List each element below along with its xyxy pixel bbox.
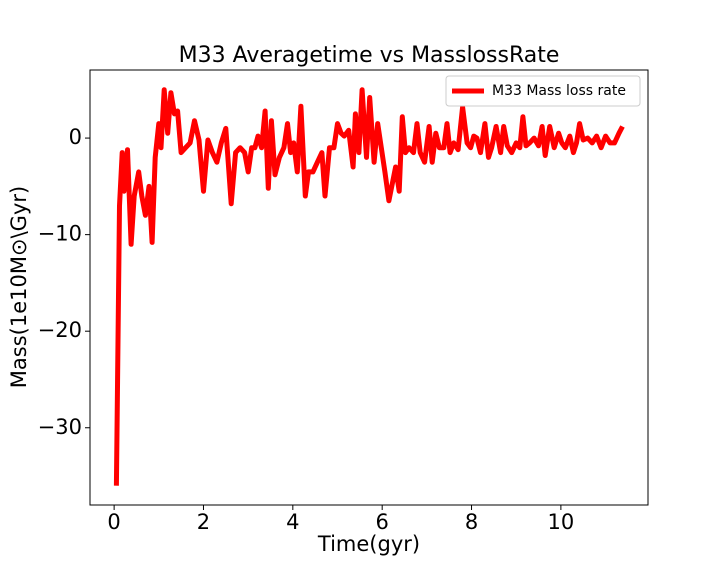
x-tick-label: 0 xyxy=(107,510,120,534)
y-tick-label: −10 xyxy=(38,222,82,246)
x-tick-label: 8 xyxy=(465,510,478,534)
x-tick-label: 2 xyxy=(197,510,210,534)
x-axis-label: Time(gyr) xyxy=(317,532,420,556)
chart-title: M33 Averagetime vs MasslossRate xyxy=(179,43,560,68)
data-line xyxy=(113,87,625,486)
x-tick-label: 6 xyxy=(375,510,388,534)
y-tick-label: 0 xyxy=(69,125,82,149)
legend-box xyxy=(445,75,641,107)
x-tick-label: 10 xyxy=(548,510,575,534)
plot-frame xyxy=(89,69,649,506)
y-tick-label: −20 xyxy=(38,318,82,342)
legend-label: M33 Mass loss rate xyxy=(492,83,626,99)
y-tick-label: −30 xyxy=(38,415,82,439)
y-axis-label: Mass(1e10M⊙\Gyr) xyxy=(7,186,31,388)
x-tick-label: 4 xyxy=(286,510,299,534)
